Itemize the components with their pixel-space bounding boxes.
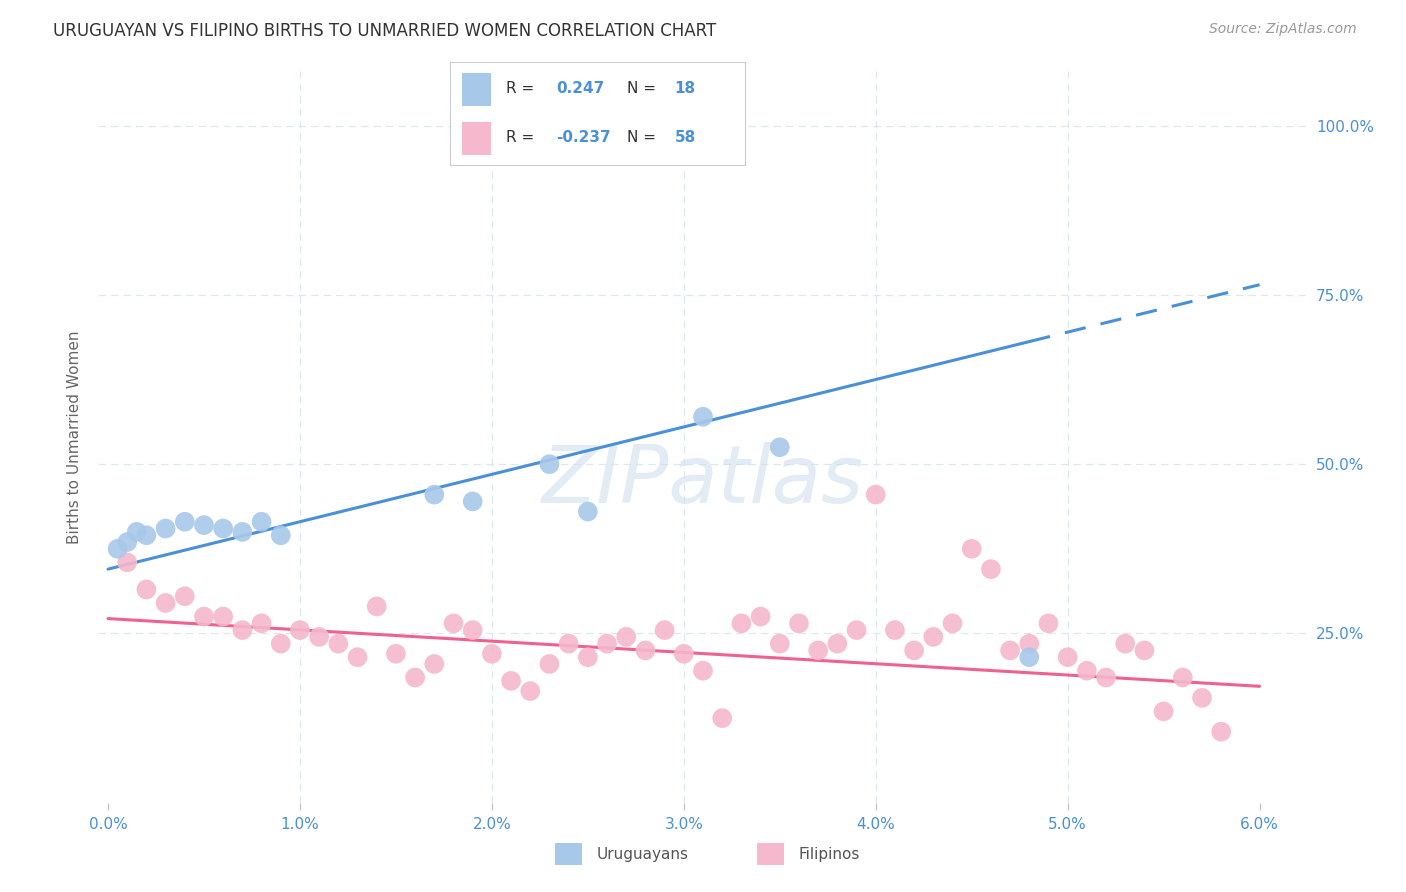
- Point: [135, 528, 157, 542]
- Point: [1133, 643, 1156, 657]
- Point: [692, 664, 714, 678]
- Point: [807, 643, 830, 657]
- Point: [827, 637, 849, 651]
- Point: [173, 589, 195, 603]
- Text: 0.247: 0.247: [557, 81, 605, 96]
- Point: [672, 647, 695, 661]
- Point: [193, 518, 215, 533]
- Point: [481, 647, 503, 661]
- Text: Source: ZipAtlas.com: Source: ZipAtlas.com: [1209, 22, 1357, 37]
- Text: Uruguayans: Uruguayans: [596, 847, 689, 862]
- Point: [231, 623, 253, 637]
- Point: [212, 609, 235, 624]
- Point: [135, 582, 157, 597]
- Point: [538, 657, 561, 671]
- Text: ZIPatlas: ZIPatlas: [541, 442, 865, 520]
- Point: [960, 541, 983, 556]
- Point: [749, 609, 772, 624]
- Point: [270, 528, 292, 542]
- Text: -0.237: -0.237: [557, 130, 610, 145]
- FancyBboxPatch shape: [758, 843, 785, 865]
- Point: [212, 521, 235, 535]
- Point: [250, 515, 273, 529]
- Point: [998, 643, 1021, 657]
- Text: URUGUAYAN VS FILIPINO BIRTHS TO UNMARRIED WOMEN CORRELATION CHART: URUGUAYAN VS FILIPINO BIRTHS TO UNMARRIE…: [53, 22, 717, 40]
- Point: [1171, 671, 1194, 685]
- Point: [692, 409, 714, 424]
- Point: [980, 562, 1002, 576]
- Text: R =: R =: [506, 130, 538, 145]
- Point: [404, 671, 426, 685]
- Point: [769, 440, 792, 454]
- Point: [1191, 690, 1213, 705]
- Point: [903, 643, 925, 657]
- Point: [769, 637, 792, 651]
- Point: [1095, 671, 1118, 685]
- Point: [461, 623, 484, 637]
- Point: [1018, 650, 1040, 665]
- FancyBboxPatch shape: [555, 843, 582, 865]
- Point: [155, 521, 177, 535]
- Point: [1076, 664, 1098, 678]
- Point: [115, 555, 138, 569]
- Point: [308, 630, 330, 644]
- Text: 58: 58: [675, 130, 696, 145]
- Point: [328, 637, 350, 651]
- Text: R =: R =: [506, 81, 538, 96]
- Text: Filipinos: Filipinos: [799, 847, 860, 862]
- Point: [155, 596, 177, 610]
- Point: [884, 623, 907, 637]
- Point: [538, 457, 561, 471]
- Point: [596, 637, 619, 651]
- Point: [787, 616, 810, 631]
- Point: [634, 643, 657, 657]
- Point: [231, 524, 253, 539]
- Point: [1018, 637, 1040, 651]
- Point: [845, 623, 868, 637]
- Point: [250, 616, 273, 631]
- Point: [941, 616, 963, 631]
- Point: [1114, 637, 1136, 651]
- Point: [1038, 616, 1060, 631]
- Bar: [461, 122, 491, 155]
- Point: [115, 535, 138, 549]
- Point: [193, 609, 215, 624]
- Point: [499, 673, 522, 688]
- Point: [288, 623, 311, 637]
- Point: [385, 647, 408, 661]
- Point: [270, 637, 292, 651]
- Point: [557, 637, 579, 651]
- Point: [107, 541, 129, 556]
- Point: [1211, 724, 1233, 739]
- Point: [865, 488, 887, 502]
- Point: [366, 599, 388, 614]
- Point: [576, 650, 599, 665]
- Point: [1153, 705, 1175, 719]
- Point: [711, 711, 734, 725]
- Bar: [461, 73, 491, 105]
- Point: [125, 524, 148, 539]
- Point: [576, 505, 599, 519]
- Point: [519, 684, 541, 698]
- Point: [730, 616, 752, 631]
- Point: [922, 630, 945, 644]
- Text: N =: N =: [627, 81, 661, 96]
- Text: 18: 18: [675, 81, 696, 96]
- Point: [423, 657, 446, 671]
- Point: [461, 494, 484, 508]
- Point: [346, 650, 368, 665]
- Point: [654, 623, 676, 637]
- Point: [423, 488, 446, 502]
- Y-axis label: Births to Unmarried Women: Births to Unmarried Women: [66, 330, 82, 544]
- Point: [443, 616, 465, 631]
- Point: [173, 515, 195, 529]
- Text: N =: N =: [627, 130, 661, 145]
- Point: [614, 630, 637, 644]
- Point: [1056, 650, 1078, 665]
